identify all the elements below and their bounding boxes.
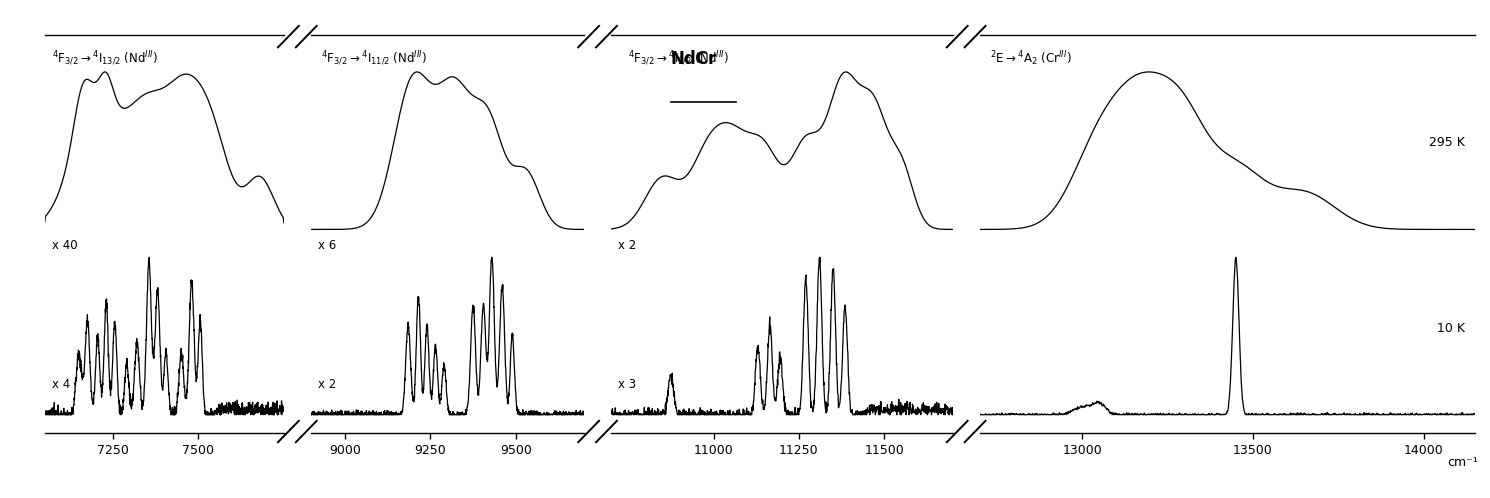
- Text: $^4$F$_{3/2}$$\rightarrow$$^4$I$_{11/2}$ (Nd$^{III}$): $^4$F$_{3/2}$$\rightarrow$$^4$I$_{11/2}$…: [320, 50, 428, 68]
- Text: 295 K: 295 K: [1429, 136, 1465, 149]
- Text: $^2$E$\rightarrow$$^4$A$_2$ (Cr$^{III}$): $^2$E$\rightarrow$$^4$A$_2$ (Cr$^{III}$): [989, 50, 1071, 68]
- Text: x 6: x 6: [317, 239, 335, 251]
- Text: cm⁻¹: cm⁻¹: [1447, 456, 1478, 469]
- Text: $^4$F$_{3/2}$$\rightarrow$$^4$I$_{9/2}$ (Nd$^{III}$): $^4$F$_{3/2}$$\rightarrow$$^4$I$_{9/2}$ …: [629, 50, 729, 68]
- Text: x 2: x 2: [317, 377, 335, 390]
- Text: x 40: x 40: [52, 239, 77, 251]
- Text: NdCr: NdCr: [670, 50, 717, 68]
- Text: x 3: x 3: [618, 377, 636, 390]
- Text: x 2: x 2: [618, 239, 636, 251]
- Text: x 4: x 4: [52, 377, 70, 390]
- Text: $^4$F$_{3/2}$$\rightarrow$$^4$I$_{13/2}$ (Nd$^{III}$): $^4$F$_{3/2}$$\rightarrow$$^4$I$_{13/2}$…: [52, 50, 158, 68]
- Text: 10 K: 10 K: [1436, 322, 1465, 335]
